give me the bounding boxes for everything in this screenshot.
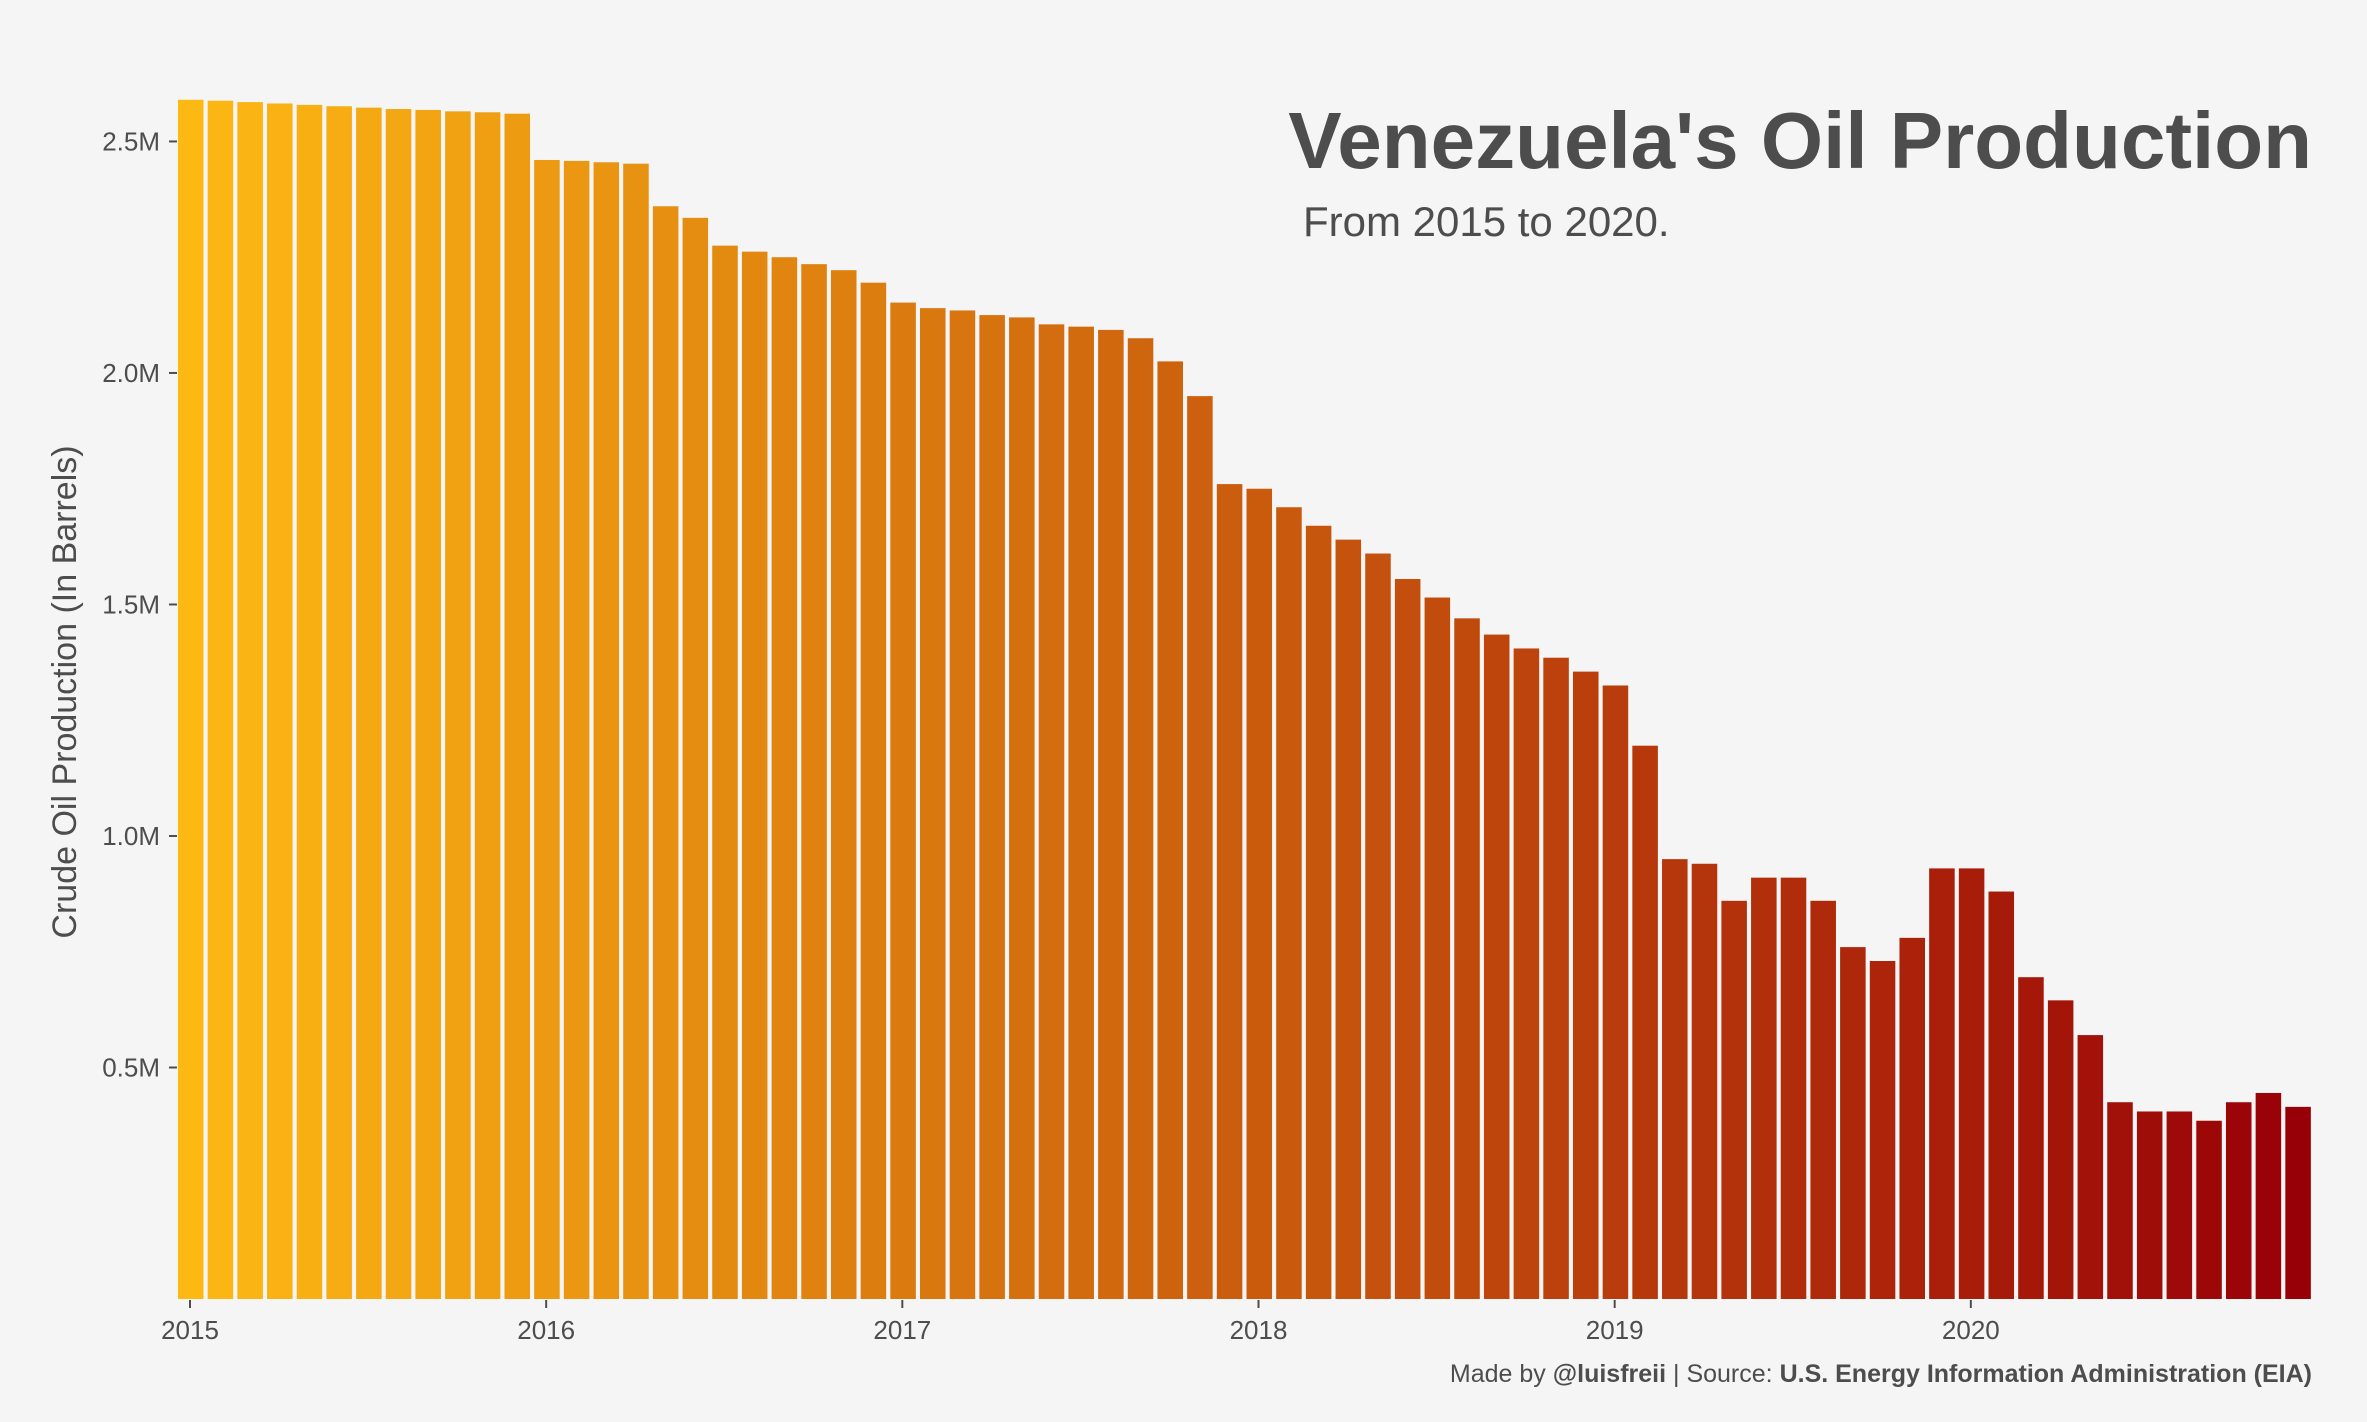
bar-2016-09	[771, 257, 798, 1300]
bar-2016-06	[682, 217, 709, 1300]
chart-title: Venezuela's Oil Production	[1288, 96, 2312, 185]
bar-group	[178, 99, 2311, 1300]
y-tick-label: 2.0M	[102, 358, 160, 388]
bar-2020-01	[1958, 868, 1985, 1299]
bar-2019-06	[1751, 877, 1777, 1299]
bar-2017-12	[1216, 484, 1243, 1300]
bar-2018-03	[1305, 525, 1332, 1299]
bar-2015-09	[415, 109, 441, 1300]
bar-2016-07	[712, 245, 738, 1299]
bar-2019-02	[1632, 745, 1658, 1299]
bar-2016-02	[563, 160, 590, 1299]
bar-2020-09	[2196, 1120, 2222, 1299]
bar-2015-10	[445, 111, 471, 1300]
bar-2019-01	[1602, 685, 1629, 1299]
y-axis-label: Crude Oil Production (In Barrels)	[46, 445, 84, 938]
bar-2015-02	[207, 100, 234, 1300]
bar-2015-08	[385, 109, 412, 1299]
bar-2017-10	[1157, 361, 1183, 1299]
bar-2020-03	[2018, 977, 2044, 1299]
x-tick-label: 2019	[1586, 1315, 1644, 1345]
bar-2019-05	[1721, 900, 1747, 1299]
bar-2016-03	[593, 162, 620, 1299]
bar-2020-04	[2047, 1000, 2074, 1299]
bar-2016-11	[830, 270, 857, 1299]
bar-2019-11	[1899, 937, 1925, 1299]
bar-2015-11	[474, 112, 501, 1299]
bar-2018-02	[1276, 507, 1302, 1299]
bar-2020-10	[2225, 1102, 2252, 1299]
bar-2018-05	[1365, 553, 1391, 1299]
bar-2017-03	[949, 310, 976, 1299]
y-tick-label: 1.5M	[102, 589, 160, 619]
made-by-prefix: Made by	[1450, 1360, 1553, 1388]
bar-2017-08	[1098, 329, 1124, 1299]
bar-2017-09	[1127, 338, 1154, 1299]
source-name: U.S. Energy Information Administration (…	[1780, 1360, 2312, 1388]
x-axis: 2015 2016 2017 2018 2019 2020	[161, 1300, 2000, 1345]
bar-2018-08	[1454, 618, 1480, 1299]
bar-2016-01	[534, 159, 560, 1300]
bar-2015-07	[356, 107, 382, 1299]
bar-2016-10	[801, 264, 827, 1299]
bar-2020-02	[1988, 891, 2015, 1299]
source-credit: Made by @luisfreii | Source: U.S. Energy…	[1450, 1360, 2312, 1388]
bar-2018-11	[1543, 657, 1569, 1299]
x-tick-label: 2017	[873, 1315, 931, 1345]
bar-2015-03	[237, 102, 263, 1300]
bar-2016-08	[741, 251, 768, 1299]
bar-2019-09	[1840, 947, 1866, 1299]
x-tick-label: 2015	[161, 1315, 219, 1345]
chart-subtitle: From 2015 to 2020.	[1303, 198, 1670, 245]
bar-2015-05	[296, 104, 323, 1300]
bar-2017-11	[1187, 396, 1213, 1299]
bar-2015-06	[326, 106, 352, 1299]
bar-2019-04	[1691, 863, 1718, 1299]
bar-2020-06	[2107, 1102, 2133, 1299]
bar-2019-12	[1929, 868, 1955, 1299]
bar-2018-06	[1394, 579, 1421, 1299]
made-by-handle: @luisfreii	[1553, 1360, 1666, 1388]
bar-2016-12	[860, 282, 887, 1299]
bar-2017-06	[1038, 324, 1065, 1300]
bar-2020-12	[2285, 1106, 2311, 1299]
bar-2018-04	[1335, 539, 1362, 1299]
bar-2017-07	[1068, 326, 1094, 1299]
x-tick-label: 2020	[1942, 1315, 2000, 1345]
y-tick-label: 2.5M	[102, 126, 160, 156]
bar-2020-08	[2166, 1111, 2193, 1299]
bar-2015-12	[504, 113, 531, 1299]
bar-2015-01	[178, 99, 204, 1299]
bar-2016-04	[623, 163, 649, 1300]
x-tick-label: 2016	[517, 1315, 575, 1345]
y-tick-label: 1.0M	[102, 821, 160, 851]
bar-2018-09	[1483, 634, 1510, 1299]
bar-2019-08	[1810, 900, 1836, 1299]
y-axis: 0.5M 1.0M 1.5M 2.0M 2.5M	[102, 126, 177, 1082]
bar-2019-10	[1869, 961, 1896, 1299]
bar-2017-01	[890, 302, 916, 1300]
bar-2018-07	[1424, 597, 1451, 1299]
bar-2018-01	[1246, 488, 1273, 1300]
bar-2017-02	[920, 308, 946, 1299]
source-prefix: | Source:	[1666, 1360, 1780, 1388]
bar-2018-10	[1513, 648, 1540, 1299]
bar-2020-11	[2255, 1092, 2282, 1299]
bar-2015-04	[267, 103, 293, 1300]
bar-2017-04	[979, 315, 1005, 1300]
bar-2019-07	[1780, 877, 1807, 1299]
bar-2017-05	[1009, 317, 1035, 1299]
bar-2016-05	[652, 206, 679, 1299]
x-tick-label: 2018	[1230, 1315, 1288, 1345]
bar-2020-07	[2136, 1111, 2163, 1299]
bar-2020-05	[2077, 1035, 2104, 1299]
bar-2018-12	[1572, 671, 1599, 1299]
y-tick-label: 0.5M	[102, 1052, 160, 1082]
bar-2019-03	[1662, 859, 1688, 1299]
